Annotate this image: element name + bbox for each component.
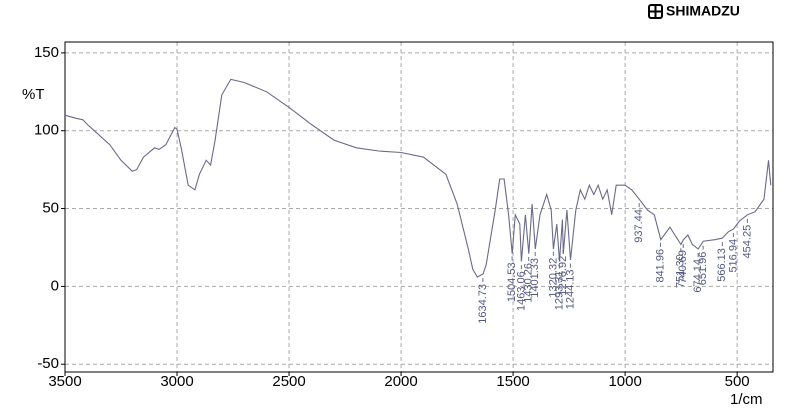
brand-logo: SHIMADZU (648, 3, 740, 19)
peak-label: 1293.31 (553, 271, 565, 311)
spectrum-line (64, 78, 772, 278)
y-tick-label: -50 (37, 355, 59, 372)
peak-label: 651.96 (697, 252, 709, 286)
peak-label: 566.13 (716, 248, 728, 282)
peak-label: 1401.33 (529, 258, 541, 298)
y-tick-label: 50 (42, 200, 59, 217)
x-tick-label: 500 (725, 373, 750, 390)
peak-label: 937.44 (633, 209, 645, 243)
y-axis-label: %T (22, 86, 45, 103)
peak-label: 1634.73 (477, 284, 489, 324)
peak-label: 674.14 (692, 259, 704, 293)
peak-label: 740.69 (677, 250, 689, 284)
x-tick-label: 3000 (160, 373, 193, 390)
peak-label: 516.94 (727, 239, 739, 273)
peak-label: 1504.53 (506, 262, 518, 302)
peak-label: 751.30 (675, 254, 687, 288)
plot-frame (64, 41, 774, 373)
peak-label: 1244.13 (564, 270, 576, 310)
peak-label: 1320.32 (547, 258, 559, 298)
peak-label: 1463.06 (515, 271, 527, 311)
y-tick-label: 0 (51, 277, 59, 294)
y-tick-label: 100 (34, 122, 59, 139)
x-tick-label: 1500 (496, 373, 529, 390)
peak-label: 454.25 (741, 225, 753, 259)
x-tick-label: 2500 (272, 373, 305, 390)
x-tick-label: 1000 (608, 373, 641, 390)
peak-label: 1430.26 (523, 263, 535, 303)
x-tick-label: 2000 (384, 373, 417, 390)
brand: SHIMADZU (666, 3, 740, 19)
y-tick-label: 150 (34, 44, 59, 61)
peak-label: 1276.92 (557, 256, 569, 296)
peak-label: 841.96 (654, 249, 666, 283)
x-tick-label: 3500 (48, 373, 81, 390)
x-axis-label: 1/cm (730, 391, 763, 408)
